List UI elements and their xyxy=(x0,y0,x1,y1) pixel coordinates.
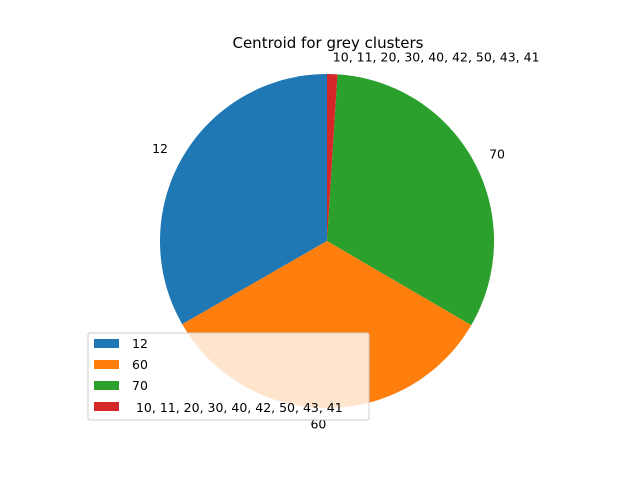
legend-swatch xyxy=(94,360,119,369)
legend-entry: 12 xyxy=(94,336,148,351)
legend-label: 60 xyxy=(132,357,148,372)
legend-frame xyxy=(87,332,370,421)
legend-swatch xyxy=(94,381,119,390)
slice-label: 70 xyxy=(489,147,505,162)
legend: 12 60 70 10, 11, 20, 30, 40, 42, 50, 43,… xyxy=(87,332,370,421)
legend-swatch xyxy=(94,402,119,411)
legend-swatch xyxy=(94,339,119,348)
legend-label: 12 xyxy=(132,336,148,351)
legend-entry: 60 xyxy=(94,357,148,372)
legend-entry: 70 xyxy=(94,378,148,393)
legend-label: 70 xyxy=(132,378,148,393)
pie-slice xyxy=(327,74,338,241)
legend-entry: 10, 11, 20, 30, 40, 42, 50, 43, 41 xyxy=(94,400,343,415)
slice-label: 12 xyxy=(152,141,168,156)
pie-slice xyxy=(327,74,495,326)
legend-label: 10, 11, 20, 30, 40, 42, 50, 43, 41 xyxy=(132,400,343,415)
slice-label: 10, 11, 20, 30, 40, 42, 50, 43, 41 xyxy=(333,49,540,64)
pie-slice xyxy=(159,74,327,325)
chart-title: Centroid for grey clusters xyxy=(232,34,423,52)
